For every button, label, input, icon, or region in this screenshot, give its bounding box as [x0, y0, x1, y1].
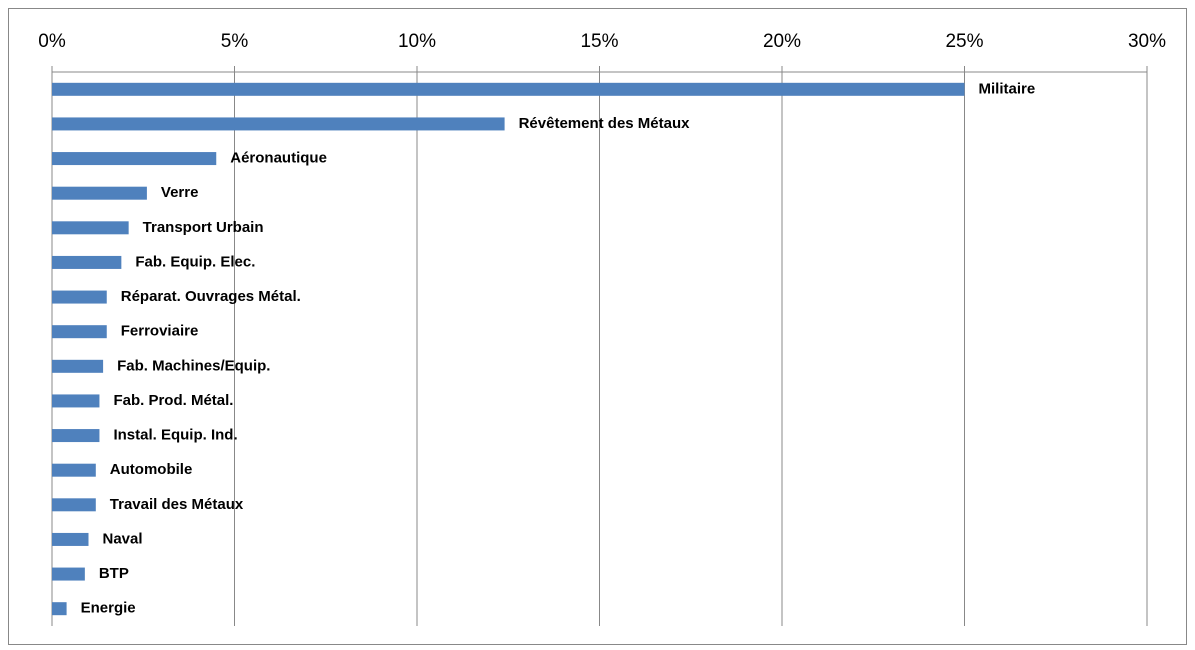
bar — [52, 532, 89, 546]
bar-label: Energie — [81, 600, 136, 617]
bar — [52, 82, 965, 96]
bar — [52, 221, 129, 235]
bar-label: Ferroviaire — [121, 323, 199, 340]
bar — [52, 255, 122, 269]
bar — [52, 186, 147, 200]
bar — [52, 567, 85, 581]
bar-label: Révêtement des Métaux — [519, 115, 691, 132]
bar — [52, 498, 96, 512]
bar-label: Transport Urbain — [143, 219, 264, 236]
bar — [52, 429, 100, 443]
bar — [52, 463, 96, 477]
bar-label: Automobile — [110, 461, 193, 478]
bar — [52, 394, 100, 408]
x-tick-label: 0% — [38, 31, 66, 52]
bar-label: Aéronautique — [230, 150, 327, 167]
bar — [52, 117, 505, 131]
chart-border — [8, 8, 1187, 645]
x-tick-label: 20% — [763, 31, 801, 52]
bar — [52, 602, 67, 616]
bar — [52, 325, 107, 339]
bar — [52, 359, 104, 373]
bar-label: Instal. Equip. Ind. — [113, 427, 237, 444]
bar-label: BTP — [99, 565, 129, 582]
bar-label: Réparat. Ouvrages Métal. — [121, 288, 301, 305]
x-tick-label: 30% — [1128, 31, 1166, 52]
bar-label: Fab. Equip. Elec. — [135, 253, 255, 270]
bar-label: Militaire — [979, 80, 1036, 97]
bar-label: Fab. Machines/Equip. — [117, 357, 270, 374]
x-tick-label: 25% — [945, 31, 983, 52]
bar-label: Naval — [103, 530, 143, 547]
bar-label: Fab. Prod. Métal. — [113, 392, 233, 409]
bar — [52, 290, 107, 304]
bar-label: Verre — [161, 184, 199, 201]
bar-label: Travail des Métaux — [110, 496, 244, 513]
x-tick-label: 15% — [580, 31, 618, 52]
bar — [52, 152, 217, 166]
x-tick-label: 10% — [398, 31, 436, 52]
x-tick-label: 5% — [221, 31, 249, 52]
